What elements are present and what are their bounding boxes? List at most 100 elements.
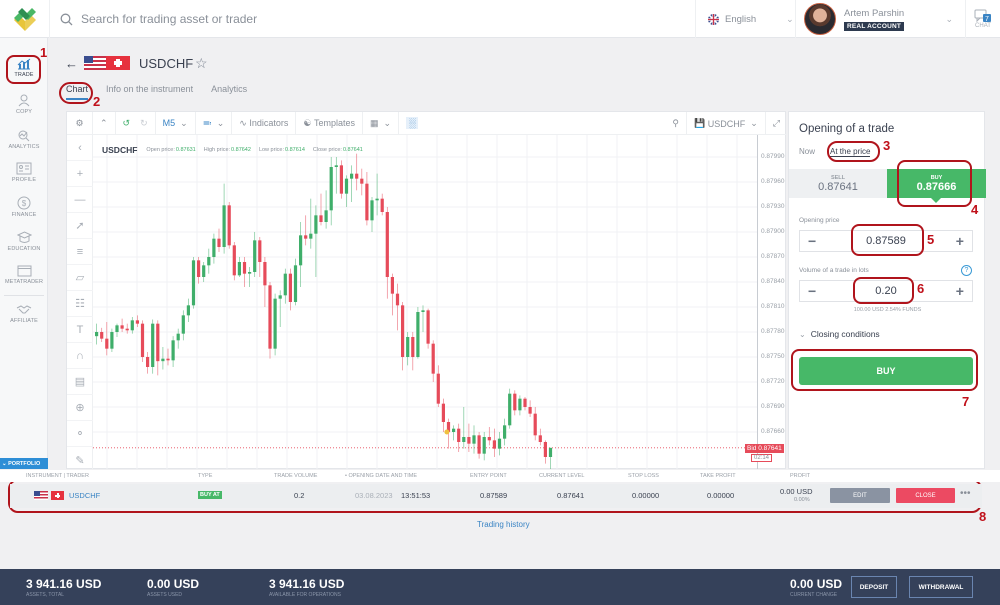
undo-icon[interactable]: ↺ — [122, 117, 131, 128]
magnet-tool[interactable]: ∩ — [67, 343, 93, 369]
fullscreen-button[interactable]: ⤢ — [766, 112, 787, 135]
decrease-volume-button[interactable]: − — [808, 283, 817, 299]
col-stop-loss[interactable]: STOP LOSS — [628, 473, 659, 479]
price-axis[interactable]: 0.87990 0.87960 0.87930 0.87900 0.87870 0.878… — [757, 135, 787, 469]
swiss-flag-icon — [106, 56, 130, 70]
language-selector[interactable]: English ⌄ — [695, 0, 795, 38]
annotation-number: 5 — [927, 232, 935, 247]
sidebar-item-metatrader[interactable]: METATRADER — [0, 265, 48, 285]
collapse-tools-button[interactable]: ‹ — [67, 135, 93, 161]
assets-used: 0.00 USD ASSETS USED — [147, 577, 199, 598]
chart-icon — [17, 58, 31, 70]
lock-tool[interactable]: ⚬ — [67, 421, 93, 447]
table-row[interactable]: USDCHF BUY AT 0.2 03.08.2023 13:51:53 0.… — [10, 484, 982, 508]
shape-tool[interactable]: ▱ — [67, 265, 93, 291]
col-instrument[interactable]: INSTRUMENT | TRADER — [26, 473, 89, 479]
handshake-icon — [16, 305, 32, 314]
col-type[interactable]: TYPE — [198, 473, 213, 479]
fib-tool[interactable]: ☷ — [67, 291, 93, 317]
close-button[interactable]: CLOSE — [896, 488, 955, 503]
annotation-number: 6 — [917, 281, 925, 296]
undo-redo: ↺ ↻ — [116, 111, 156, 135]
more-options-icon[interactable]: ••• — [960, 488, 971, 499]
text-tool[interactable]: T — [67, 317, 93, 343]
channel-tool[interactable]: ≡ — [67, 239, 93, 265]
col-entry-point[interactable]: ENTRY POINT — [470, 473, 507, 479]
volume-toggle[interactable]: ░ — [399, 112, 425, 135]
price-tick: 0.87990 — [761, 153, 785, 160]
chart-search-button[interactable]: ⚲ — [665, 112, 687, 135]
indicators-button[interactable]: ∿ Indicators — [232, 111, 297, 135]
edit-tool[interactable]: ✎ — [67, 447, 93, 473]
search-input[interactable]: Search for trading asset or trader — [81, 12, 258, 26]
sidebar-item-label: COPY — [16, 109, 32, 115]
templates-button[interactable]: ☯ Templates — [296, 111, 363, 135]
snapshot-select[interactable]: ▦ ⌄ — [363, 111, 400, 135]
increase-volume-button[interactable]: + — [955, 283, 964, 299]
trend-line-tool[interactable]: ➚ — [67, 213, 93, 239]
user-menu[interactable]: Artem Parshin REAL ACCOUNT ⌄ — [795, 0, 965, 38]
closing-conditions-toggle[interactable]: ⌄ Closing conditions — [799, 329, 880, 339]
edit-button[interactable]: EDIT — [830, 488, 890, 503]
buy-price: 0.87666 — [916, 180, 957, 193]
open-value: 0.87631 — [175, 147, 196, 153]
search-bar[interactable]: Search for trading asset or trader — [60, 0, 257, 38]
sidebar-item-label: EDUCATION — [7, 246, 41, 252]
sidebar-item-copy[interactable]: COPY — [0, 93, 48, 115]
sidebar-item-profile[interactable]: PROFILE — [0, 162, 48, 183]
available-label: AVAILABLE FOR OPERATIONS — [269, 592, 341, 598]
chevron-down-icon: ⌄ — [786, 13, 794, 24]
tab-chart[interactable]: Chart — [66, 84, 89, 100]
logo[interactable] — [0, 0, 50, 38]
crosshair-icon: + — [76, 167, 84, 180]
take-profit: 0.00000 — [707, 491, 735, 500]
measure-tool[interactable]: ▤ — [67, 369, 93, 395]
assets-used-label: ASSETS USED — [147, 592, 183, 598]
timeframe-select[interactable]: M5 ⌄ — [156, 111, 196, 135]
chart-type-select[interactable]: ≕ ⌄ — [196, 111, 233, 135]
chat-button[interactable]: 7 CHAT — [965, 0, 1000, 38]
withdrawal-button[interactable]: WITHDRAWAL — [909, 576, 973, 598]
sell-option[interactable]: SELL 0.87641 — [789, 169, 887, 198]
horizontal-line-tool[interactable]: — — [67, 187, 93, 213]
back-arrow-icon[interactable]: ← — [65, 56, 78, 71]
col-opening-date[interactable]: • OPENING DATE AND TIME — [345, 473, 418, 479]
sidebar-item-finance[interactable]: $ FINANCE — [0, 196, 48, 218]
sidebar-item-affiliate[interactable]: AFFILIATE — [0, 304, 48, 324]
help-icon[interactable]: ? — [961, 265, 972, 276]
col-profit[interactable]: PROFIT — [790, 473, 811, 479]
increase-price-button[interactable]: + — [955, 233, 964, 249]
decrease-price-button[interactable]: − — [808, 233, 817, 249]
sidebar-item-education[interactable]: EDUCATION — [0, 231, 48, 252]
mode-at-price[interactable]: At the price — [830, 147, 871, 157]
tab-analytics[interactable]: Analytics — [211, 84, 248, 94]
favorite-star-icon[interactable]: ☆ — [195, 55, 208, 71]
tab-info[interactable]: Info on the instrument — [106, 84, 194, 94]
low-value: 0.87614 — [285, 147, 305, 153]
collapse-toolbar-button[interactable]: ⌃ — [93, 111, 116, 135]
opening-price-input[interactable]: 0.87589 — [866, 235, 906, 247]
candlestick-chart[interactable] — [93, 135, 757, 469]
chart-settings-button[interactable]: ⚙ — [67, 111, 93, 135]
candles-icon: ≕ — [202, 117, 212, 128]
layout-select[interactable]: 💾 USDCHF ⌄ — [687, 112, 766, 135]
chevron-down-icon: ⌄ — [945, 13, 953, 24]
col-volume[interactable]: TRADE VOLUME — [274, 473, 318, 479]
portfolio-toggle[interactable]: ⌄ PORTFOLIO — [0, 458, 48, 469]
crosshair-tool[interactable]: + — [67, 161, 93, 187]
buy-button[interactable]: BUY — [799, 357, 973, 385]
volume-input[interactable]: 0.20 — [875, 285, 897, 297]
sidebar-item-trade[interactable]: TRADE — [0, 58, 48, 78]
redo-icon[interactable]: ↻ — [140, 117, 148, 128]
zoom-tool[interactable]: ⊕ — [67, 395, 93, 421]
instrument-link[interactable]: USDCHF — [69, 491, 101, 500]
type-badge: BUY AT — [198, 491, 222, 499]
col-take-profit[interactable]: TAKE PROFIT — [700, 473, 736, 479]
mode-now[interactable]: Now — [799, 147, 816, 156]
col-current-level[interactable]: CURRENT LEVEL — [539, 473, 585, 479]
buy-option[interactable]: BUY 0.87666 — [887, 169, 986, 203]
sidebar-item-analytics[interactable]: ANALYTICS — [0, 128, 48, 150]
deposit-button[interactable]: DEPOSIT — [851, 576, 897, 598]
sidebar-item-label: METATRADER — [4, 279, 44, 285]
trading-history-link[interactable]: Trading history — [477, 520, 530, 529]
